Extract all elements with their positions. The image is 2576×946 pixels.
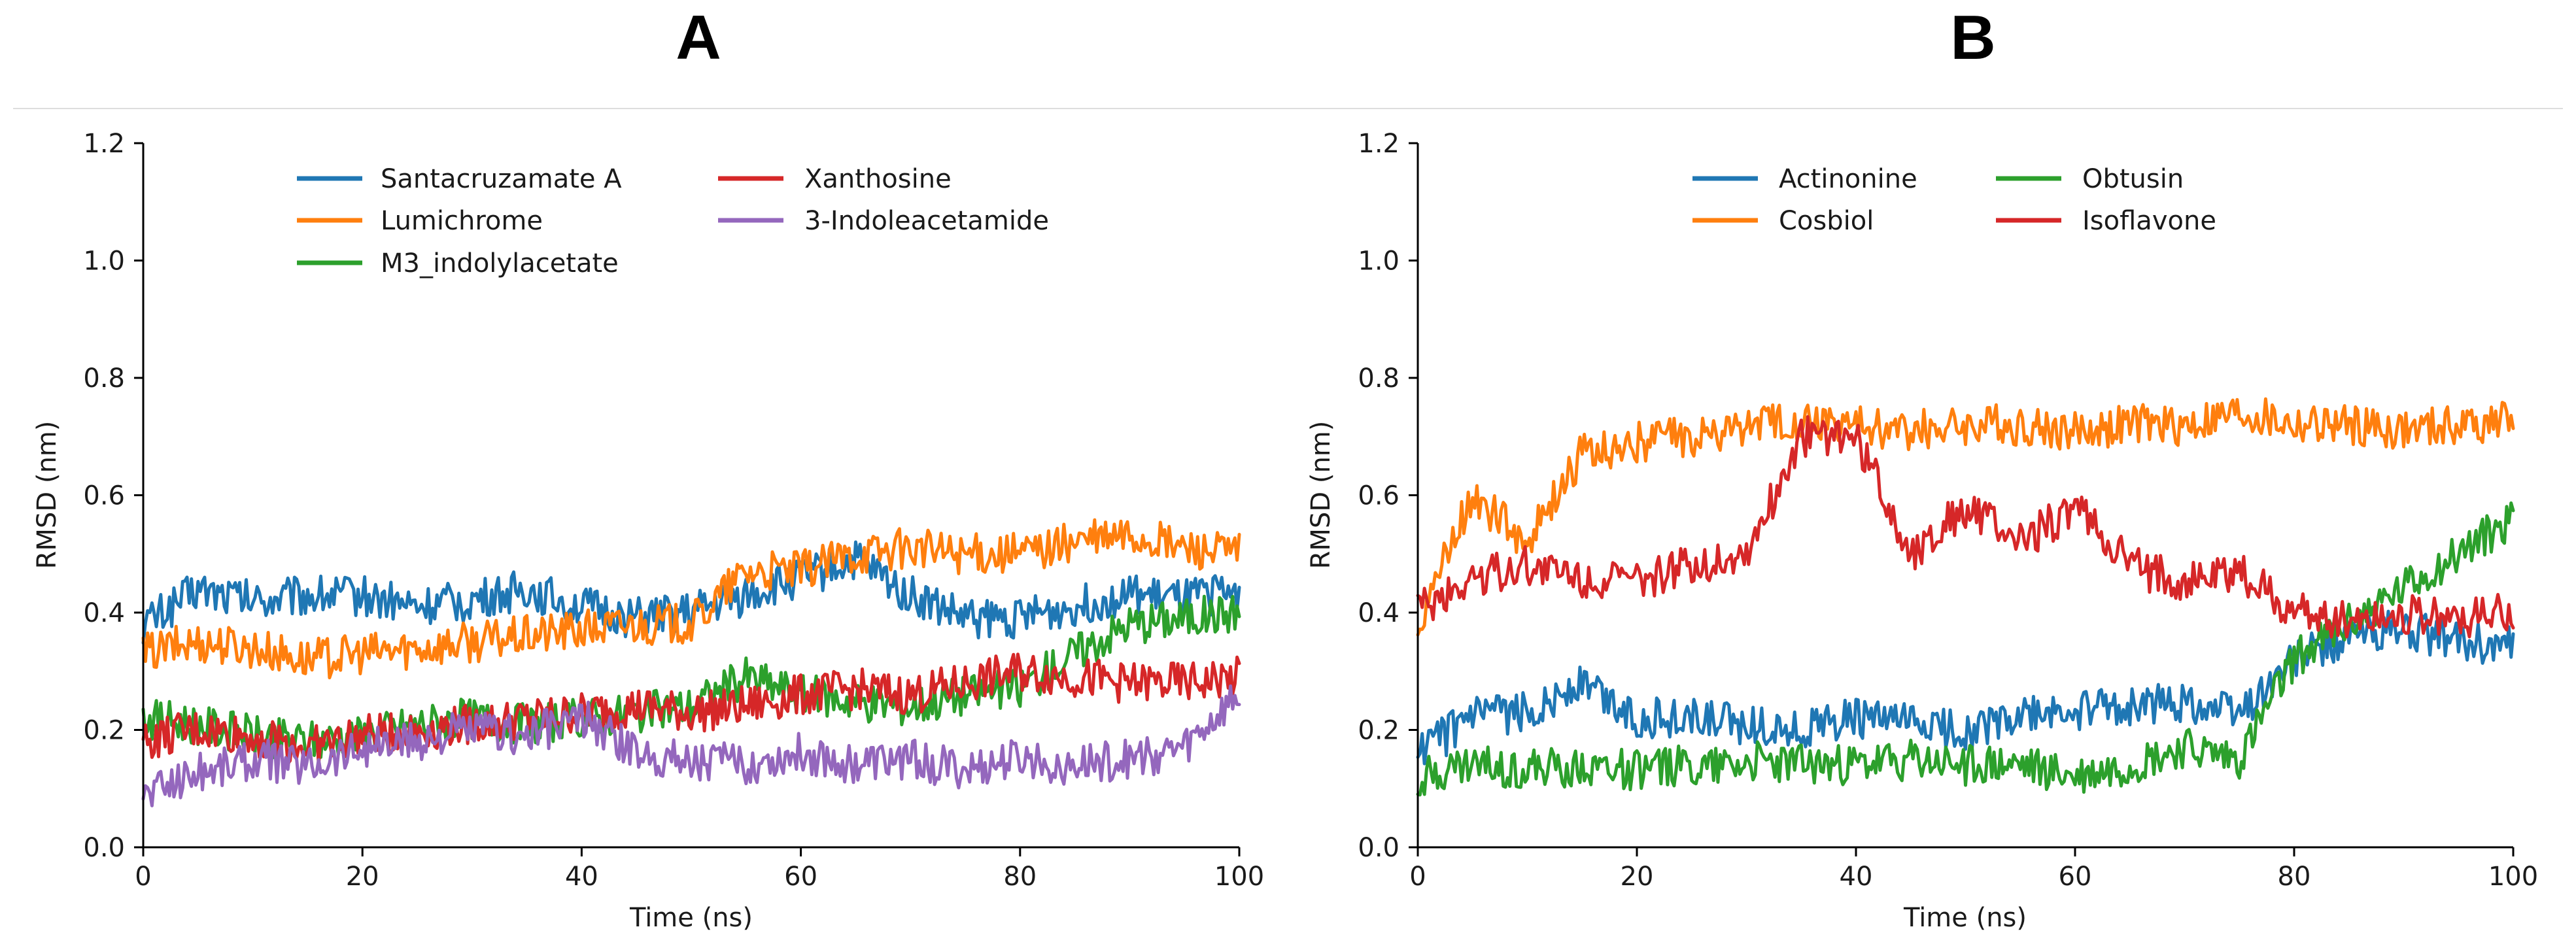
series-line-actinonine [1416, 609, 2515, 766]
series-line-cosbiol [1416, 397, 2515, 637]
x-tick-label-a-0: 0 [135, 862, 151, 892]
y-axis-label-a: RMSD (nm) [32, 421, 62, 569]
legend-label-santacruzamate-a: Santacruzamate A [381, 164, 622, 194]
legend-label-cosbiol: Cosbiol [1779, 206, 1874, 236]
series-line-lumichrome [141, 518, 1241, 680]
legend-item-actinonine: Actinonine [1692, 164, 1917, 194]
x-tick-label-a-5: 100 [1214, 862, 1264, 892]
x-tick-label-b-1: 20 [1621, 862, 1654, 892]
series-line-isoflavone [1416, 415, 2515, 639]
legend-item-xanthosine: Xanthosine [718, 164, 952, 194]
series-line-xanthosine [141, 652, 1241, 767]
y-tick-label-b-2: 0.4 [1358, 598, 1400, 628]
legend-item-cosbiol: Cosbiol [1692, 206, 1874, 236]
legend-item-3-indoleacetamide: 3-Indoleacetamide [718, 206, 1049, 236]
legend-label-xanthosine: Xanthosine [804, 164, 952, 194]
legend-label-isoflavone: Isoflavone [2082, 206, 2216, 236]
legend-b: Actinonine Cosbiol Obtusin Isoflavone [1692, 164, 2216, 236]
series-line-3-indoleacetamide [141, 684, 1241, 807]
x-axis-label-b: Time (ns) [1903, 903, 2027, 933]
x-axis-label-a: Time (ns) [629, 903, 753, 933]
x-tick-label-a-1: 20 [346, 862, 379, 892]
y-tick-label-a-2: 0.4 [83, 598, 125, 628]
y-tick-label-b-6: 1.2 [1358, 129, 1400, 159]
y-tick-label-a-0: 0.0 [83, 833, 125, 863]
legend-label-3-indoleacetamide: 3-Indoleacetamide [804, 206, 1049, 236]
series-layer-a [141, 518, 1241, 807]
legend-label-lumichrome: Lumichrome [381, 206, 543, 236]
y-tick-label-a-6: 1.2 [83, 129, 125, 159]
plot-area-b: 0 20 40 60 80 100 0.0 0.2 0.4 0.6 0.8 1.0 1.2 Time (… [1306, 129, 2538, 933]
panel-letter-a: A [676, 3, 721, 73]
x-tick-label-b-0: 0 [1409, 862, 1426, 892]
y-tick-label-a-1: 0.2 [83, 716, 125, 746]
legend-item-isoflavone: Isoflavone [1996, 206, 2216, 236]
y-tick-label-b-4: 0.8 [1358, 363, 1400, 394]
x-tick-label-a-4: 80 [1003, 862, 1037, 892]
y-tick-label-b-3: 0.6 [1358, 481, 1400, 511]
x-tick-label-b-2: 40 [1840, 862, 1873, 892]
legend-label-m3-indolylacetate: M3_indolylacetate [381, 248, 619, 279]
y-axis-label-b: RMSD (nm) [1306, 421, 1336, 569]
series-layer-b [1416, 397, 2515, 797]
ticks-b: 0 20 40 60 80 100 0.0 0.2 0.4 0.6 0.8 1.0 1.2 [1358, 129, 2538, 892]
x-tick-label-b-5: 100 [2488, 862, 2538, 892]
panel-letter-b: B [1950, 3, 1995, 73]
legend-item-obtusin: Obtusin [1996, 164, 2184, 194]
legend-label-obtusin: Obtusin [2082, 164, 2184, 194]
y-tick-label-a-5: 1.0 [83, 246, 125, 277]
plot-area-a: 0 20 40 60 80 100 0.0 0.2 0.4 0.6 0.8 1.0 1.2 Time (… [32, 129, 1264, 933]
x-tick-label-a-3: 60 [784, 862, 817, 892]
legend-label-actinonine: Actinonine [1779, 164, 1917, 194]
legend-item-santacruzamate-a: Santacruzamate A [297, 164, 622, 194]
x-tick-label-b-3: 60 [2059, 862, 2092, 892]
chart-panel-a: A 0 20 40 60 80 100 0.0 0.2 0.4 0.6 0.8 1.0 1.2 Time… [32, 3, 1264, 933]
x-tick-label-b-4: 80 [2278, 862, 2311, 892]
legend-item-m3-indolylacetate: M3_indolylacetate [297, 248, 619, 279]
x-tick-label-a-2: 40 [565, 862, 598, 892]
chart-panel-b: B 0 20 40 60 80 100 0.0 0.2 0.4 0.6 0.8 1.0 1.2 Time… [1306, 3, 2538, 933]
y-tick-label-a-3: 0.6 [83, 481, 125, 511]
y-tick-label-b-1: 0.2 [1358, 716, 1400, 746]
legend-a: Santacruzamate A Lumichrome M3_indolylac… [297, 164, 1049, 279]
y-tick-label-b-0: 0.0 [1358, 833, 1400, 863]
y-tick-label-a-4: 0.8 [83, 363, 125, 394]
ticks-a: 0 20 40 60 80 100 0.0 0.2 0.4 0.6 0.8 1.0 1.2 [83, 129, 1264, 892]
legend-item-lumichrome: Lumichrome [297, 206, 543, 236]
y-tick-label-b-5: 1.0 [1358, 246, 1400, 277]
